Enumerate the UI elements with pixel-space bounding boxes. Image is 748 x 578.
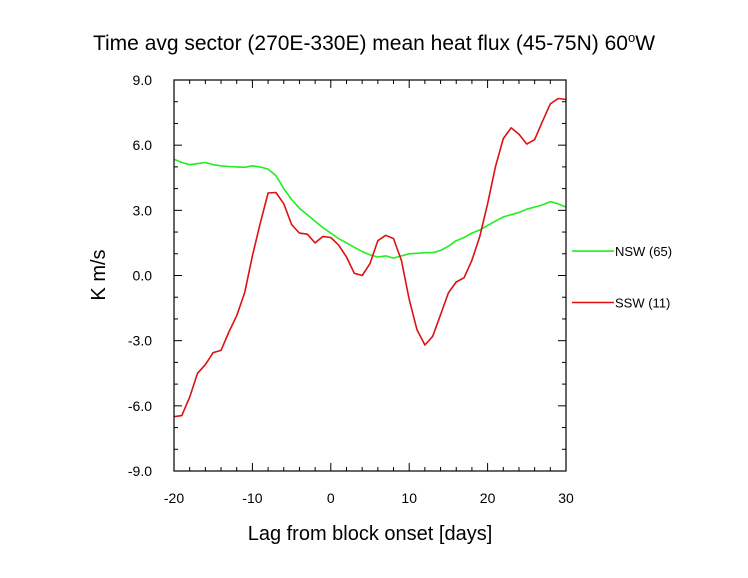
y-tick-label: 0.0 xyxy=(133,268,153,284)
chart-title: Time avg sector (270E-330E) mean heat fl… xyxy=(93,30,655,55)
y-tick-label: -9.0 xyxy=(128,463,152,479)
x-tick-label: -10 xyxy=(242,490,262,506)
plot-area: -20 -10 0 10 20 30 -9.0 -6.0 -3.0 0.0 3.0 6.0 9.0 xyxy=(128,72,574,506)
x-tick-label: 10 xyxy=(401,490,417,506)
x-tick-label: 20 xyxy=(480,490,496,506)
y-tick-label: 3.0 xyxy=(133,202,153,218)
x-tick-label: 30 xyxy=(558,490,574,506)
x-axis-label: Lag from block onset [days] xyxy=(248,523,493,545)
y-tick-label: 9.0 xyxy=(133,72,153,88)
series-line-ssw xyxy=(173,97,567,418)
series-layer xyxy=(173,97,567,418)
plot-frame xyxy=(173,79,567,472)
series-line-nsw xyxy=(173,158,567,259)
ticks-layer: -20 -10 0 10 20 30 -9.0 -6.0 -3.0 0.0 3.0 6.0 9.0 xyxy=(128,72,574,506)
legend-label-nsw: NSW (65) xyxy=(615,244,672,259)
y-tick-label: -6.0 xyxy=(128,398,152,414)
y-tick-label: 6.0 xyxy=(133,137,153,153)
legend-label-ssw: SSW (11) xyxy=(615,296,670,311)
legend: NSW (65) SSW (11) xyxy=(572,244,672,311)
x-tick-label: -20 xyxy=(164,490,184,506)
y-tick-label: -3.0 xyxy=(128,333,152,349)
y-axis-label: K m/s xyxy=(88,249,110,300)
x-tick-label: 0 xyxy=(327,490,335,506)
